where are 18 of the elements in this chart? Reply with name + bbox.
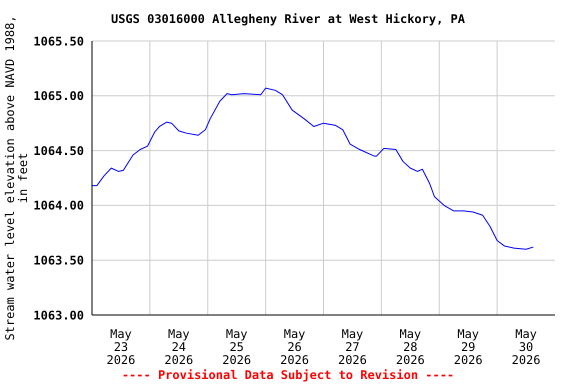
x-tick-label: May 30 2026 (512, 327, 541, 367)
x-tick-label: May 23 2026 (106, 327, 136, 367)
line-series (92, 88, 534, 250)
y-tick-label: 1063.00 (33, 308, 84, 322)
y-tick-label: 1063.50 (33, 253, 84, 268)
x-tick-label: May 29 2026 (454, 327, 483, 367)
x-tick-label: May 25 2026 (222, 327, 252, 367)
chart-title: USGS 03016000 Allegheny River at West Hickory, PA (110, 12, 465, 26)
y-tick-label: 1065.50 (33, 34, 84, 48)
x-tick-label: May 26 2026 (280, 327, 310, 367)
y-tick-label: 1064.50 (33, 144, 84, 158)
x-tick-label: May 27 2026 (338, 327, 367, 367)
x-tick-label: May 24 2026 (164, 327, 194, 367)
y-tick-label: 1065.00 (33, 89, 84, 104)
x-tick-label: May 28 2026 (396, 327, 425, 367)
text: ---- Provisional Data Subject to Revision ---- (120, 368, 456, 382)
y-axis-title: Stream water level elevation above NAVD 1988, in feet (3, 15, 30, 341)
y-tick-label: 1064.00 (33, 198, 84, 213)
